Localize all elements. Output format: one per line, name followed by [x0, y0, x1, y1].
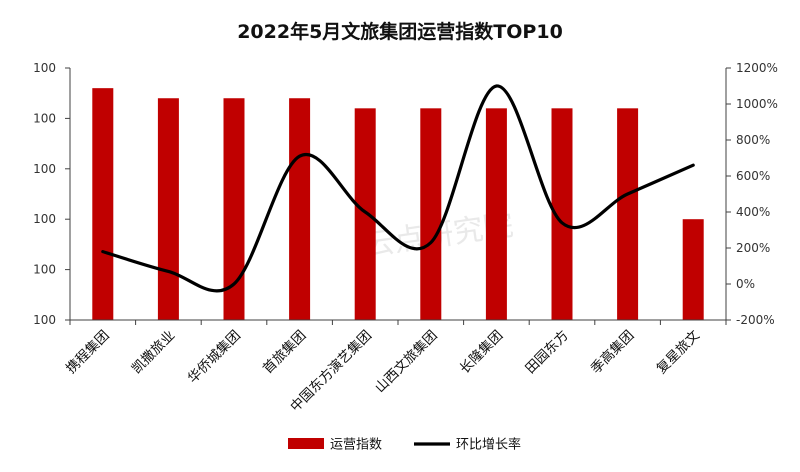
right-tick-label-7: 1200% — [736, 61, 778, 75]
left-tick-label-3: 100 — [33, 162, 56, 176]
bar-3 — [289, 98, 310, 320]
category-label-6: 长隆集团 — [457, 328, 506, 377]
right-tick-label-1: 0% — [736, 277, 755, 291]
right-tick-label-4: 600% — [736, 169, 770, 183]
category-label-2: 华侨城集团 — [185, 328, 244, 387]
left-tick-label-2: 100 — [33, 212, 56, 226]
category-label-9: 复星旅文 — [653, 326, 704, 377]
category-label-5: 山西文旅集团 — [372, 328, 441, 397]
chart-title: 2022年5月文旅集团运营指数TOP10 — [237, 20, 563, 43]
right-tick-label-6: 1000% — [736, 97, 778, 111]
category-label-3: 首旅集团 — [260, 328, 309, 377]
axes-layer: 100 100 100 100 100 100 -200% 0% 200% 400% 600% 800… — [33, 61, 778, 327]
right-tick-label-5: 800% — [736, 133, 770, 147]
line-layer — [103, 86, 694, 291]
bar-0 — [92, 88, 113, 320]
bar-2 — [224, 98, 245, 320]
growth-rate-line — [103, 86, 693, 291]
bar-5 — [420, 108, 441, 320]
legend-swatch-bar — [288, 438, 324, 449]
legend-label-bar: 运营指数 — [330, 438, 382, 453]
bar-1 — [158, 98, 179, 320]
bar-6 — [486, 108, 507, 320]
right-tick-label-2: 200% — [736, 241, 770, 255]
left-tick-label-5: 100 — [33, 61, 56, 75]
right-tick-label-3: 400% — [736, 205, 770, 219]
legend-label-line: 环比增长率 — [456, 437, 521, 453]
left-tick-label-1: 100 — [33, 263, 56, 277]
bar-8 — [617, 108, 638, 320]
category-label-8: 季高集团 — [587, 327, 637, 377]
legend: 运营指数 环比增长率 — [288, 437, 521, 453]
left-tick-label-4: 100 — [33, 111, 56, 125]
bar-9 — [683, 219, 704, 320]
category-label-1: 凯撒旅业 — [129, 328, 178, 377]
category-label-0: 携程集团 — [63, 328, 112, 377]
left-tick-label-0: 100 — [33, 313, 56, 327]
right-tick-label-0: -200% — [736, 313, 775, 327]
labels-layer: 携程集团凯撒旅业华侨城集团首旅集团中国东方演艺集团山西文旅集团长隆集团田园东方季… — [63, 326, 703, 415]
category-label-7: 田园东方 — [522, 328, 571, 377]
bar-4 — [355, 108, 376, 320]
